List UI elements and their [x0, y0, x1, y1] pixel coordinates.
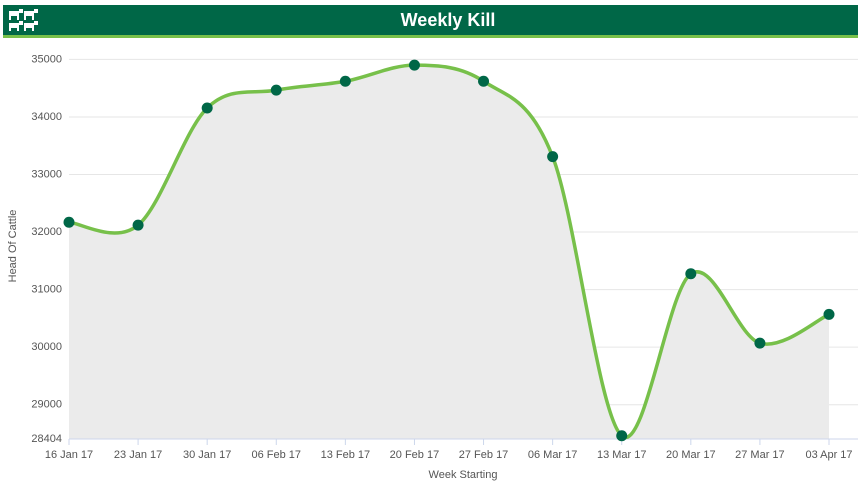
x-tick-label: 06 Mar 17 [528, 449, 578, 461]
x-tick-label: 30 Jan 17 [183, 449, 231, 461]
y-tick-label: 34000 [31, 111, 62, 123]
chart-title: Weekly Kill [401, 10, 496, 30]
header-accent [3, 35, 858, 38]
y-tick-label: 33000 [31, 168, 62, 180]
y-tick-label: 29000 [31, 399, 62, 411]
marker [616, 430, 628, 442]
x-tick-label: 16 Jan 17 [45, 449, 93, 461]
marker [478, 75, 490, 87]
x-tick-label: 06 Feb 17 [251, 449, 301, 461]
y-tick-label: 28404 [31, 433, 62, 445]
y-tick-label: 35000 [31, 53, 62, 65]
y-tick-label: 30000 [31, 341, 62, 353]
marker [132, 219, 144, 231]
cattle-icon [9, 9, 38, 31]
marker [339, 75, 351, 87]
marker [823, 308, 835, 320]
y-tick-label: 32000 [31, 226, 62, 238]
x-tick-label: 20 Mar 17 [666, 449, 716, 461]
marker [685, 268, 697, 280]
marker [547, 151, 559, 163]
y-tick-label: 31000 [31, 284, 62, 296]
marker [201, 102, 213, 114]
x-tick-label: 27 Feb 17 [459, 449, 509, 461]
y-axis-label: Head Of Cattle [7, 210, 19, 283]
marker [270, 84, 282, 96]
x-tick-label: 03 Apr 17 [805, 449, 852, 461]
header-bar [3, 5, 858, 35]
marker [754, 337, 766, 349]
marker [408, 59, 420, 71]
x-tick-label: 27 Mar 17 [735, 449, 785, 461]
x-axis-label: Week Starting [429, 469, 498, 481]
x-tick-label: 13 Mar 17 [597, 449, 647, 461]
area [69, 65, 829, 439]
x-tick-label: 20 Feb 17 [390, 449, 440, 461]
x-tick-label: 23 Jan 17 [114, 449, 162, 461]
x-tick-label: 13 Feb 17 [321, 449, 371, 461]
marker [63, 216, 75, 228]
